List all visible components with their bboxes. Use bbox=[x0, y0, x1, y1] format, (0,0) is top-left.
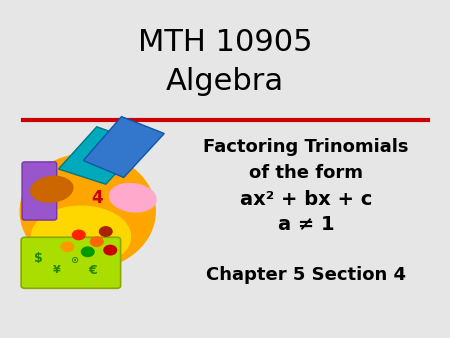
FancyBboxPatch shape bbox=[22, 162, 57, 220]
Ellipse shape bbox=[31, 176, 73, 202]
Circle shape bbox=[104, 245, 117, 255]
Text: Factoring Trinomials: Factoring Trinomials bbox=[203, 138, 409, 156]
Text: MTH 10905: MTH 10905 bbox=[138, 28, 312, 57]
Polygon shape bbox=[58, 127, 144, 184]
Text: ¥: ¥ bbox=[52, 265, 60, 275]
Circle shape bbox=[99, 227, 112, 236]
Text: ⊙: ⊙ bbox=[70, 255, 78, 265]
Polygon shape bbox=[83, 117, 164, 177]
Text: ax² + bx + c: ax² + bx + c bbox=[240, 190, 372, 209]
Ellipse shape bbox=[109, 184, 156, 212]
Text: a ≠ 1: a ≠ 1 bbox=[278, 215, 334, 234]
Text: of the form: of the form bbox=[249, 164, 363, 182]
Circle shape bbox=[81, 247, 94, 257]
Text: 4: 4 bbox=[91, 189, 103, 207]
Text: Algebra: Algebra bbox=[166, 67, 284, 96]
Text: $: $ bbox=[34, 252, 43, 265]
FancyBboxPatch shape bbox=[21, 237, 121, 288]
Circle shape bbox=[61, 242, 74, 251]
Ellipse shape bbox=[32, 206, 130, 267]
Circle shape bbox=[72, 230, 85, 240]
Ellipse shape bbox=[20, 154, 155, 269]
Text: Chapter 5 Section 4: Chapter 5 Section 4 bbox=[206, 266, 406, 285]
Text: €: € bbox=[88, 264, 97, 277]
Circle shape bbox=[90, 237, 103, 246]
